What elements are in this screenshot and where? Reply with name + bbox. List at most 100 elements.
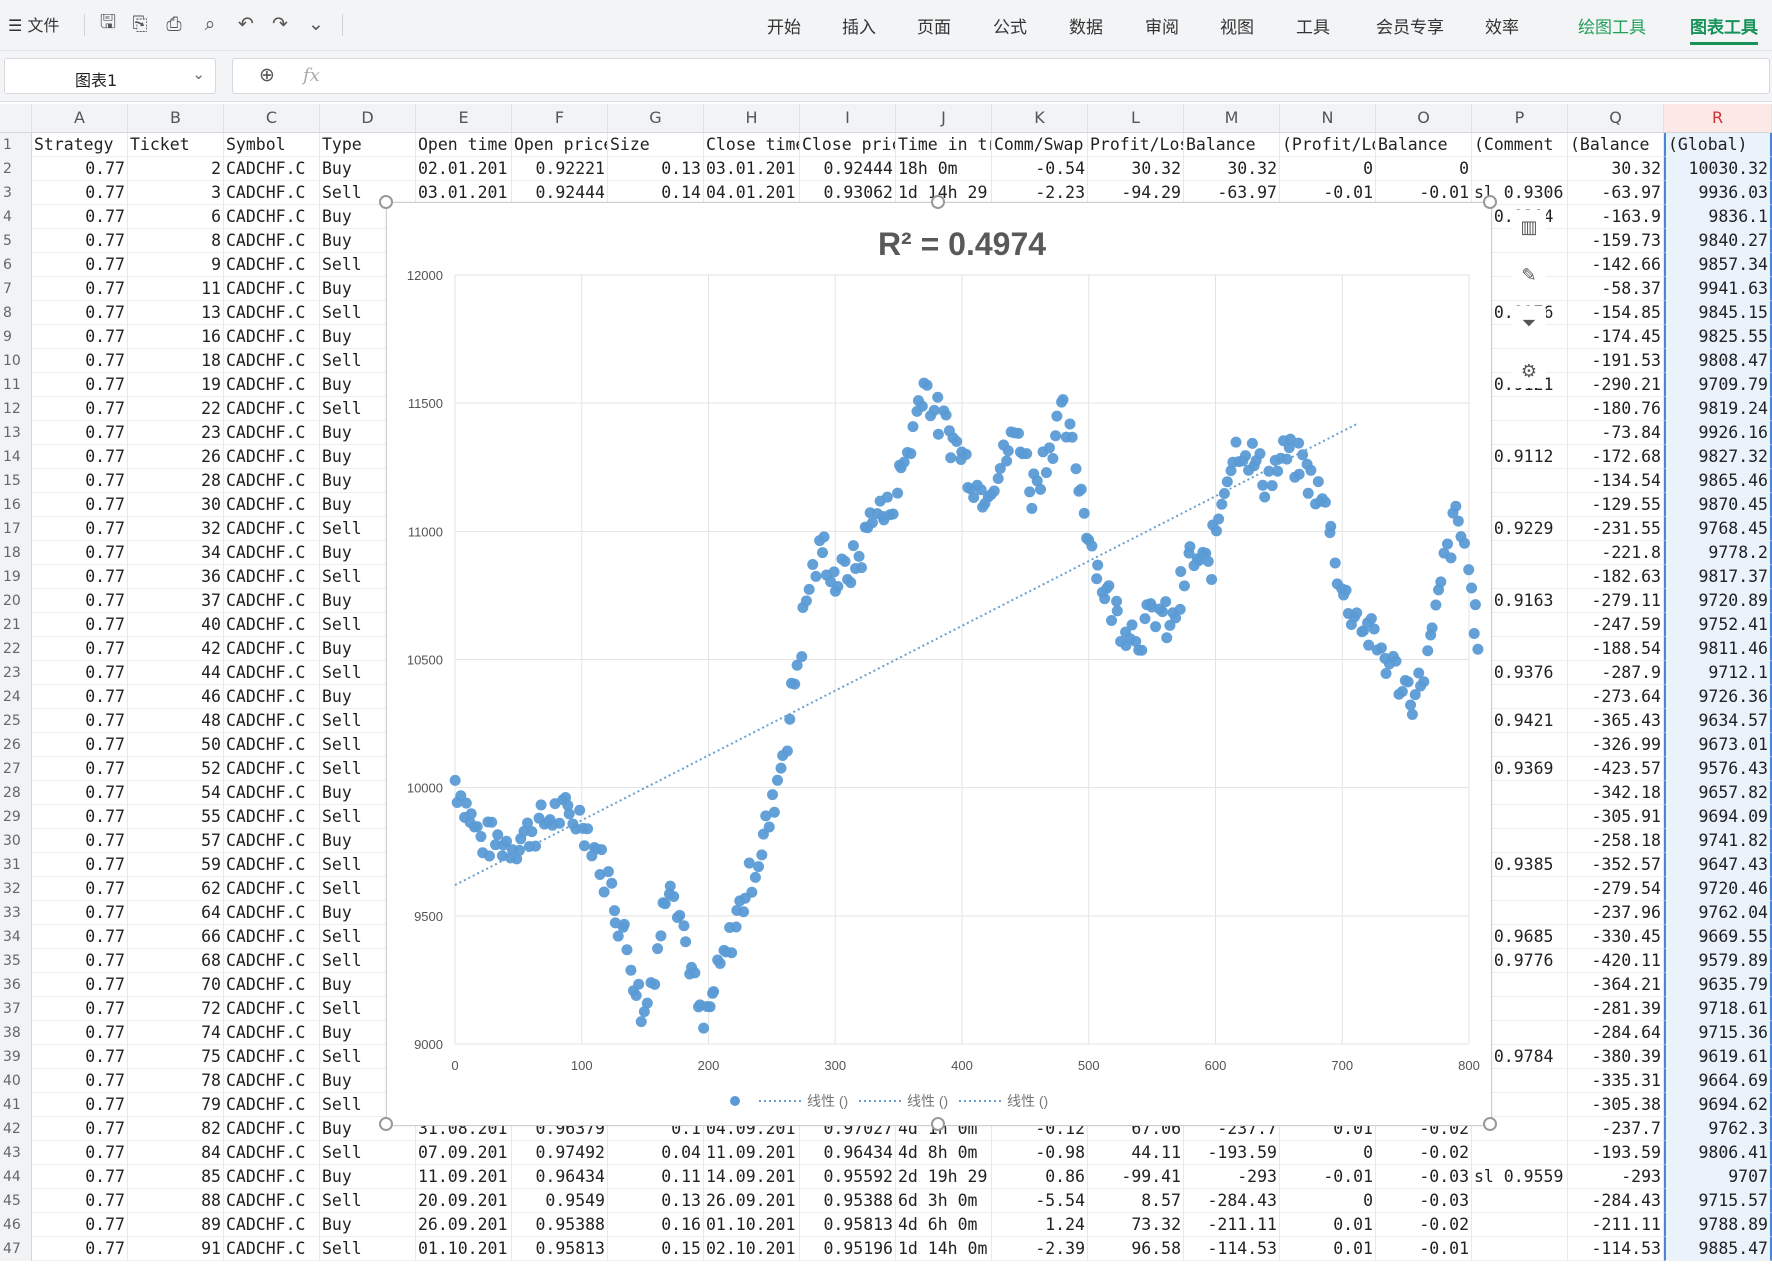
chart-style-brush-icon[interactable]: ✎	[1512, 258, 1546, 292]
tab-0[interactable]: 开始	[767, 18, 801, 38]
column-header-A[interactable]: A	[32, 104, 128, 132]
cell[interactable]: 0.77	[32, 1237, 128, 1261]
cell[interactable]: -290.21	[1568, 373, 1664, 397]
cell[interactable]: CADCHF.C	[224, 733, 320, 757]
cell[interactable]: 23	[128, 421, 224, 445]
cell[interactable]: 0.77	[32, 805, 128, 829]
cell[interactable]: 91	[128, 1237, 224, 1261]
row-number[interactable]: 38	[0, 1021, 32, 1045]
cell[interactable]: -73.84	[1568, 421, 1664, 445]
row-number[interactable]: 11	[0, 373, 32, 397]
cell[interactable]: -279.54	[1568, 877, 1664, 901]
cell[interactable]: l 0.9229	[1472, 517, 1568, 541]
cell[interactable]: 0.77	[32, 613, 128, 637]
cell[interactable]: 0.77	[32, 1165, 128, 1189]
cell[interactable]: 9762.3	[1664, 1117, 1772, 1141]
cell[interactable]: 9936.03	[1664, 181, 1772, 205]
cell[interactable]: 30	[128, 493, 224, 517]
cell[interactable]	[1472, 1117, 1568, 1141]
cell[interactable]: 0.01	[1280, 1213, 1376, 1237]
cell[interactable]: 74	[128, 1021, 224, 1045]
row-number[interactable]: 13	[0, 421, 32, 445]
cell[interactable]: 0.9549	[512, 1189, 608, 1213]
cell[interactable]: 11	[128, 277, 224, 301]
column-header-D[interactable]: D	[320, 104, 416, 132]
cell[interactable]: 0	[1376, 157, 1472, 181]
cell[interactable]: CADCHF.C	[224, 901, 320, 925]
cell[interactable]: 9819.24	[1664, 397, 1772, 421]
cell[interactable]: -58.37	[1568, 277, 1664, 301]
cell[interactable]: 72	[128, 997, 224, 1021]
cell[interactable]: -305.91	[1568, 805, 1664, 829]
cell[interactable]: -0.54	[992, 157, 1088, 181]
cell[interactable]: Balance	[1184, 133, 1280, 157]
cell[interactable]: CADCHF.C	[224, 421, 320, 445]
cell[interactable]: 0.77	[32, 541, 128, 565]
cell[interactable]: 55	[128, 805, 224, 829]
cell[interactable]: CADCHF.C	[224, 685, 320, 709]
cell[interactable]	[1472, 901, 1568, 925]
cell[interactable]: 9827.32	[1664, 445, 1772, 469]
cell[interactable]: 0.97492	[512, 1141, 608, 1165]
cell[interactable]: 9865.46	[1664, 469, 1772, 493]
cell[interactable]	[1472, 493, 1568, 517]
cell[interactable]: 0.77	[32, 205, 128, 229]
cell[interactable]: 0.95592	[800, 1165, 896, 1189]
row-number[interactable]: 40	[0, 1069, 32, 1093]
cell[interactable]: 96.58	[1088, 1237, 1184, 1261]
cell[interactable]: 0.95388	[512, 1213, 608, 1237]
cell[interactable]: -191.53	[1568, 349, 1664, 373]
cell[interactable]: 0.77	[32, 301, 128, 325]
cell[interactable]: 02.10.201	[704, 1237, 800, 1261]
cell[interactable]: CADCHF.C	[224, 157, 320, 181]
row-number[interactable]: 41	[0, 1093, 32, 1117]
cell[interactable]: 30.32	[1184, 157, 1280, 181]
cell[interactable]: 9709.79	[1664, 373, 1772, 397]
row-number[interactable]: 14	[0, 445, 32, 469]
cell[interactable]: -134.54	[1568, 469, 1664, 493]
cell[interactable]: 0.96434	[800, 1141, 896, 1165]
cell[interactable]: 9808.47	[1664, 349, 1772, 373]
cell[interactable]: 9712.1	[1664, 661, 1772, 685]
column-header-L[interactable]: L	[1088, 104, 1184, 132]
cell[interactable]: 0.77	[32, 1213, 128, 1237]
tab-9[interactable]: 效率	[1485, 18, 1519, 38]
cell[interactable]: Buy	[320, 1165, 416, 1189]
cell[interactable]: -193.59	[1184, 1141, 1280, 1165]
cell[interactable]: -182.63	[1568, 565, 1664, 589]
row-number[interactable]: 34	[0, 925, 32, 949]
cell[interactable]: 0.95388	[800, 1189, 896, 1213]
cell[interactable]: 0.77	[32, 157, 128, 181]
cell[interactable]: 0.77	[32, 181, 128, 205]
cell[interactable]: 9694.09	[1664, 805, 1772, 829]
cell[interactable]: CADCHF.C	[224, 301, 320, 325]
cell[interactable]: 9673.01	[1664, 733, 1772, 757]
cell[interactable]: l 0.9163	[1472, 589, 1568, 613]
row-number[interactable]: 45	[0, 1189, 32, 1213]
column-header-J[interactable]: J	[896, 104, 992, 132]
resize-handle[interactable]	[379, 195, 393, 209]
cell[interactable]: CADCHF.C	[224, 613, 320, 637]
cell[interactable]: 0.77	[32, 997, 128, 1021]
cell[interactable]: Symbol	[224, 133, 320, 157]
chart-object[interactable]: 0 100 200 300 400 500 600 700 800 9000 9500 10000 10…	[386, 202, 1492, 1126]
column-header-Q[interactable]: Q	[1568, 104, 1664, 132]
row-number[interactable]: 47	[0, 1237, 32, 1261]
row-number[interactable]: 5	[0, 229, 32, 253]
cell[interactable]: -273.64	[1568, 685, 1664, 709]
column-header-O[interactable]: O	[1376, 104, 1472, 132]
row-number[interactable]: 15	[0, 469, 32, 493]
cell[interactable]: -293	[1184, 1165, 1280, 1189]
cell[interactable]: 0	[1280, 1189, 1376, 1213]
column-header-R[interactable]: R	[1664, 104, 1772, 132]
cell[interactable]: 8	[128, 229, 224, 253]
cell[interactable]: l 0.9685	[1472, 925, 1568, 949]
cell[interactable]: 0.77	[32, 757, 128, 781]
cell[interactable]: 0.77	[32, 1069, 128, 1093]
cell[interactable]: 9619.61	[1664, 1045, 1772, 1069]
cell[interactable]: 0.77	[32, 229, 128, 253]
cell[interactable]: 0.77	[32, 277, 128, 301]
cell[interactable]: Buy	[320, 1117, 416, 1141]
cell[interactable]: 9741.82	[1664, 829, 1772, 853]
cell[interactable]: 54	[128, 781, 224, 805]
